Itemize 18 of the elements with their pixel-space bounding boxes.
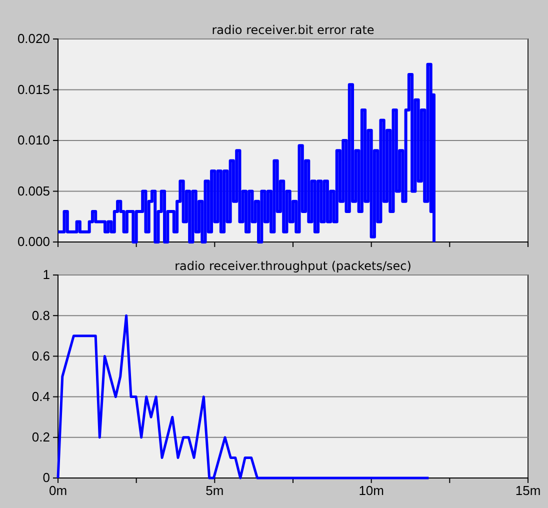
y-tick-label: 0.000 [17, 234, 50, 250]
y-tick-label: 0.8 [32, 308, 50, 323]
chart-title: radio receiver.throughput (packets/sec) [174, 259, 412, 273]
x-tick-label: 0m [48, 483, 68, 498]
y-tick-label: 0.6 [32, 348, 50, 364]
y-tick-label: 0.005 [17, 183, 50, 198]
y-tick-label: 0.020 [17, 31, 50, 46]
line-series [56, 314, 430, 480]
chart-title: radio receiver.bit error rate [212, 23, 374, 37]
y-tick-label: 1 [42, 267, 50, 282]
y-tick-label: 0.010 [17, 132, 50, 148]
x-tick-label: 5m [206, 483, 224, 498]
y-tick-label: 0 [42, 470, 50, 486]
x-tick-label: 10m [358, 483, 384, 498]
y-tick-label: 0.015 [17, 82, 50, 97]
y-tick-label: 0.2 [32, 430, 50, 445]
y-tick-label: 0.4 [32, 388, 50, 404]
x-tick-label: 15m [515, 483, 541, 498]
